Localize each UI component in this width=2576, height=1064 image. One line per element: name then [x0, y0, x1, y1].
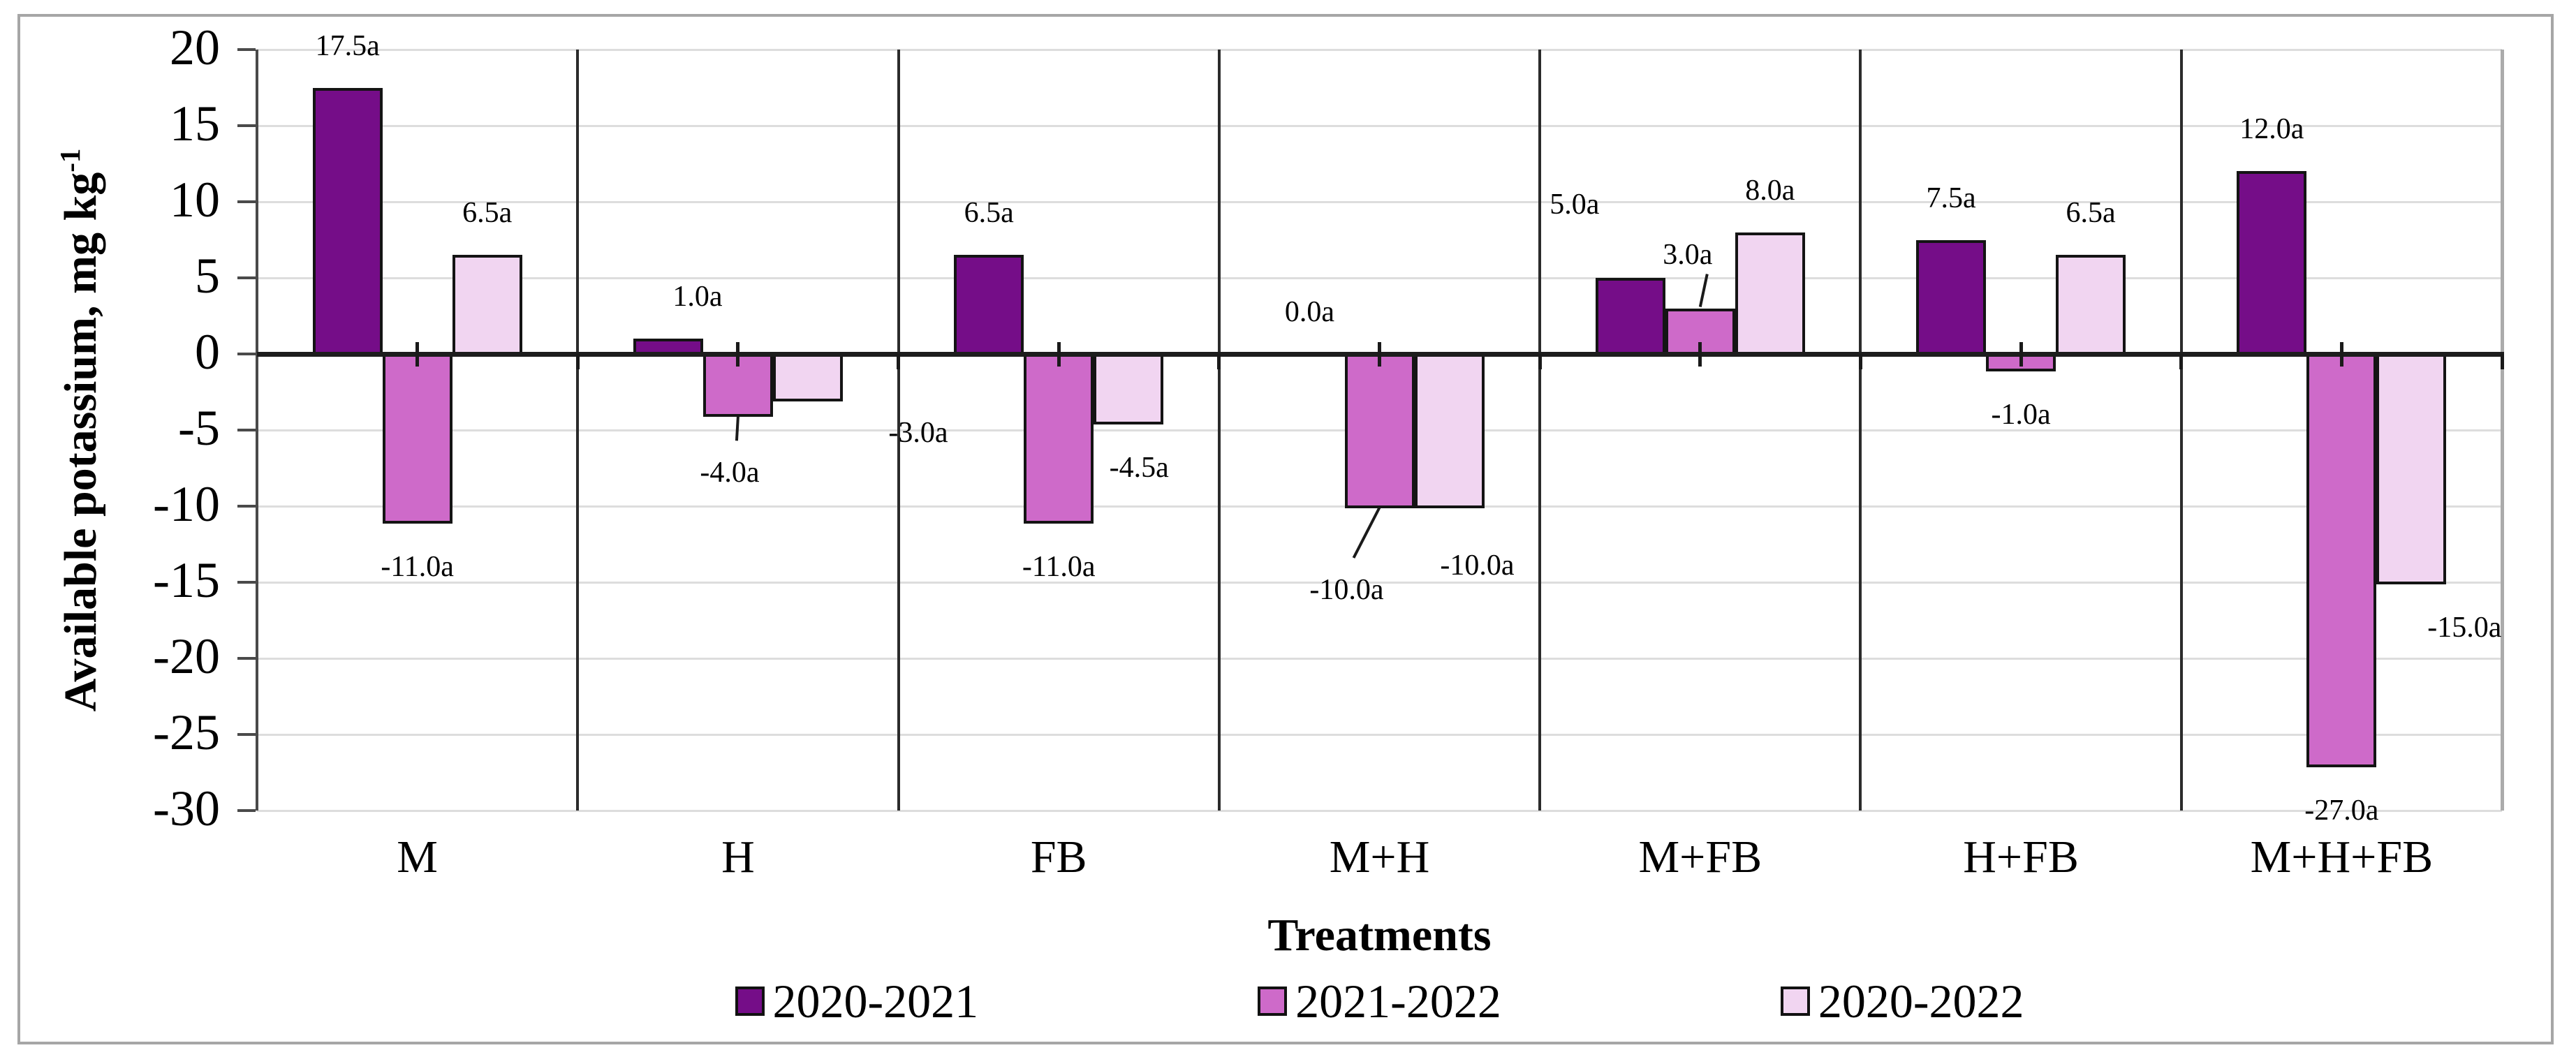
y-axis-tick--30: [237, 809, 256, 812]
y-axis-tick--15: [237, 581, 256, 584]
x-axis-title: Treatments: [1267, 910, 1492, 961]
category-boundary-2: [897, 50, 900, 811]
gridline-y-25: [257, 733, 2502, 736]
bar-2020-2022-M+H+FB: [2376, 354, 2447, 584]
zero-tick-center-M+FB: [1698, 342, 1702, 367]
bar-2020-2021-M+H+FB: [2237, 171, 2307, 356]
y-axis-tick-0: [237, 353, 256, 355]
gridline-y5: [257, 276, 2502, 279]
gridline-y-20: [257, 657, 2502, 660]
gridline-y-15: [257, 581, 2502, 584]
legend-swatch-2021-2022: [1258, 987, 1288, 1016]
legend-item-2020-2022: 2020-2022: [1780, 975, 2024, 1028]
zero-tick-center-H: [736, 342, 740, 367]
bar-2020-2021-M: [312, 87, 383, 356]
legend-label-2020-2021: 2020-2021: [772, 975, 979, 1028]
bar-2021-2022-M: [382, 354, 452, 524]
plot-right-border: [2501, 50, 2504, 811]
bar-2020-2022-FB: [1094, 354, 1164, 425]
zero-tick-boundary-4: [1538, 354, 1542, 369]
zero-tick-center-M+H: [1378, 342, 1381, 367]
bar-2021-2022-M+H+FB: [2306, 354, 2377, 767]
zero-tick-center-M: [415, 342, 420, 367]
gridline-y-30: [257, 809, 2502, 812]
bar-2021-2022-FB: [1024, 354, 1094, 524]
zero-tick-center-M+H+FB: [2339, 342, 2343, 367]
y-axis-title-text: Available potassium, mg kg: [55, 172, 106, 712]
zero-tick-boundary-2: [897, 354, 901, 369]
zero-tick-center-H+FB: [2019, 342, 2023, 367]
category-boundary-1: [576, 50, 580, 811]
bar-2020-2022-M: [452, 255, 522, 356]
category-boundary-3: [1217, 50, 1221, 811]
y-axis-tick-5: [237, 276, 256, 279]
bar-2020-2022-M+FB: [1735, 232, 1805, 356]
category-boundary-4: [1538, 50, 1542, 811]
y-axis-tick-20: [237, 48, 256, 51]
y-axis-tick--10: [237, 505, 256, 508]
legend-item-2021-2022: 2021-2022: [1258, 977, 1501, 1025]
legend-swatch-2020-2021: [735, 987, 765, 1016]
legend-label-2021-2022: 2021-2022: [1295, 975, 1501, 1028]
bar-2020-2021-H+FB: [1916, 239, 1987, 356]
bar-2020-2021-FB: [954, 255, 1024, 356]
y-axis-tick--5: [237, 429, 256, 431]
legend: 2020-2021 2021-2022 2020-2022: [257, 977, 2502, 1025]
bar-2020-2022-H: [772, 354, 843, 402]
gridline-y10: [257, 200, 2502, 203]
y-axis-tick-15: [237, 124, 256, 127]
bar-2020-2021-M+FB: [1595, 278, 1665, 356]
y-axis-tick--25: [237, 733, 256, 736]
y-axis-tick--20: [237, 657, 256, 660]
bar-2020-2022-M+H: [1414, 354, 1485, 508]
zero-tick-boundary-5: [1858, 354, 1862, 369]
y-axis-line: [256, 50, 258, 811]
gridline-y20: [257, 48, 2502, 51]
legend-label-2020-2022: 2020-2022: [1818, 975, 2024, 1028]
zero-tick-boundary-3: [1217, 354, 1221, 369]
y-axis-tick-10: [237, 200, 256, 203]
zero-tick-boundary-6: [2179, 354, 2184, 369]
bar-2021-2022-M+H: [1344, 354, 1415, 508]
zero-tick-boundary-1: [575, 354, 580, 369]
zero-tick-center-FB: [1057, 342, 1061, 367]
category-boundary-5: [1859, 50, 1862, 811]
figure-border: [17, 14, 2554, 1044]
y-axis-title: Available potassium, mg kg-1: [54, 148, 106, 712]
bar-2020-2022-H+FB: [2056, 255, 2126, 356]
category-boundary-6: [2179, 50, 2183, 811]
legend-item-2020-2021: 2020-2021: [735, 975, 979, 1028]
zero-tick-boundary-7: [2500, 354, 2504, 369]
y-axis-title-superscript: -1: [54, 148, 86, 172]
gridline-y15: [257, 124, 2502, 127]
legend-swatch-2020-2022: [1780, 987, 1810, 1016]
